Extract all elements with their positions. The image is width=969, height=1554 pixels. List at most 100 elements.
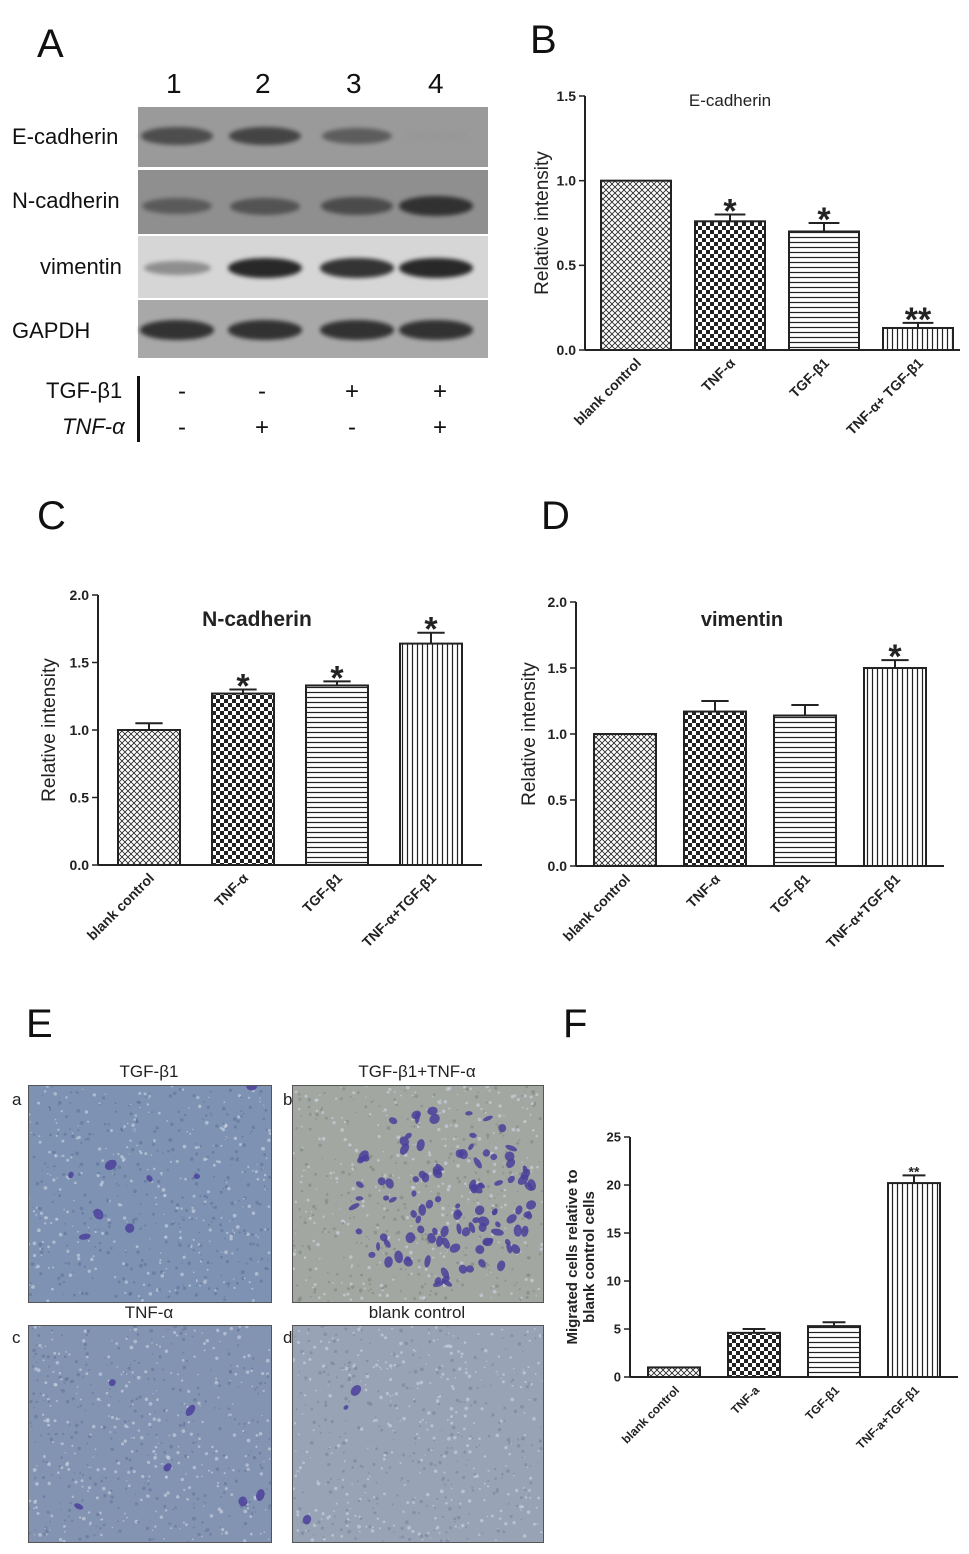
texture-speck	[110, 1129, 113, 1132]
texture-speck	[457, 1431, 460, 1434]
texture-speck	[195, 1284, 198, 1287]
texture-speck	[481, 1532, 484, 1535]
texture-speck	[113, 1275, 117, 1279]
stained-cell	[482, 1237, 493, 1247]
texture-speck	[483, 1498, 486, 1502]
texture-speck	[191, 1335, 194, 1338]
texture-speck	[77, 1241, 80, 1244]
texture-speck	[243, 1425, 245, 1428]
texture-speck	[486, 1137, 489, 1140]
texture-speck	[452, 1387, 455, 1391]
texture-speck	[107, 1379, 110, 1382]
texture-speck	[383, 1336, 388, 1340]
texture-speck	[215, 1287, 219, 1291]
texture-speck	[225, 1260, 229, 1264]
texture-speck	[480, 1379, 483, 1381]
texture-speck	[464, 1182, 467, 1186]
texture-speck	[310, 1210, 313, 1213]
texture-speck	[538, 1161, 540, 1163]
texture-speck	[300, 1531, 305, 1535]
texture-speck	[402, 1453, 405, 1457]
stained-cell	[455, 1149, 464, 1158]
texture-speck	[108, 1415, 110, 1417]
texture-speck	[298, 1250, 302, 1254]
texture-speck	[33, 1507, 35, 1510]
texture-speck	[52, 1178, 56, 1182]
texture-speck	[101, 1159, 105, 1162]
texture-speck	[55, 1122, 58, 1124]
texture-speck	[402, 1510, 405, 1513]
texture-speck	[436, 1497, 439, 1501]
texture-speck	[321, 1106, 324, 1109]
texture-speck	[266, 1419, 269, 1422]
texture-speck	[179, 1494, 181, 1497]
texture-speck	[383, 1492, 386, 1496]
texture-speck	[187, 1389, 191, 1393]
texture-speck	[84, 1110, 89, 1114]
texture-speck	[452, 1335, 455, 1337]
texture-speck	[92, 1456, 94, 1458]
texture-speck	[120, 1204, 123, 1207]
category-label: blank control	[560, 871, 633, 944]
texture-speck	[109, 1396, 112, 1399]
texture-speck	[99, 1399, 102, 1402]
texture-speck	[414, 1442, 417, 1445]
texture-speck	[434, 1274, 437, 1277]
texture-speck	[438, 1366, 442, 1370]
texture-speck	[327, 1462, 331, 1467]
texture-speck	[491, 1204, 495, 1208]
texture-speck	[204, 1502, 207, 1504]
texture-speck	[107, 1403, 111, 1407]
texture-speck	[477, 1332, 480, 1336]
texture-speck	[524, 1496, 528, 1499]
texture-speck	[265, 1509, 267, 1511]
bar	[593, 733, 657, 867]
texture-speck	[139, 1141, 143, 1145]
texture-speck	[204, 1114, 208, 1117]
texture-speck	[391, 1327, 394, 1330]
texture-speck	[411, 1529, 415, 1534]
texture-speck	[518, 1288, 521, 1291]
texture-speck	[217, 1396, 220, 1399]
texture-speck	[369, 1475, 371, 1478]
texture-speck	[100, 1533, 103, 1537]
texture-speck	[464, 1361, 467, 1364]
texture-speck	[191, 1206, 194, 1209]
texture-speck	[197, 1532, 201, 1537]
texture-speck	[182, 1521, 185, 1524]
texture-speck	[385, 1229, 389, 1233]
texture-speck	[113, 1167, 117, 1171]
texture-speck	[454, 1123, 459, 1128]
texture-speck	[180, 1272, 184, 1277]
texture-speck	[397, 1208, 400, 1212]
texture-speck	[376, 1159, 380, 1162]
texture-speck	[188, 1284, 192, 1287]
texture-speck	[84, 1138, 87, 1141]
texture-speck	[117, 1461, 121, 1465]
treatment-sign: -	[258, 378, 266, 405]
texture-speck	[121, 1157, 126, 1162]
texture-speck	[57, 1276, 61, 1280]
texture-speck	[175, 1159, 179, 1163]
category-label: TNF-α+TGF-β1	[823, 871, 904, 952]
texture-speck	[429, 1462, 433, 1466]
texture-speck	[79, 1472, 82, 1475]
texture-speck	[450, 1086, 452, 1087]
texture-speck	[505, 1469, 510, 1473]
texture-speck	[38, 1532, 42, 1537]
texture-speck	[480, 1407, 484, 1411]
texture-speck	[49, 1404, 52, 1407]
texture-speck	[503, 1419, 506, 1422]
texture-speck	[498, 1114, 502, 1118]
texture-speck	[190, 1157, 194, 1161]
texture-speck	[379, 1366, 381, 1369]
texture-speck	[243, 1277, 246, 1280]
texture-speck	[512, 1521, 516, 1525]
texture-speck	[307, 1529, 310, 1532]
texture-speck	[32, 1253, 37, 1258]
texture-speck	[519, 1504, 523, 1509]
texture-speck	[50, 1514, 54, 1518]
texture-speck	[302, 1352, 305, 1355]
texture-speck	[192, 1441, 195, 1445]
texture-speck	[346, 1518, 350, 1521]
